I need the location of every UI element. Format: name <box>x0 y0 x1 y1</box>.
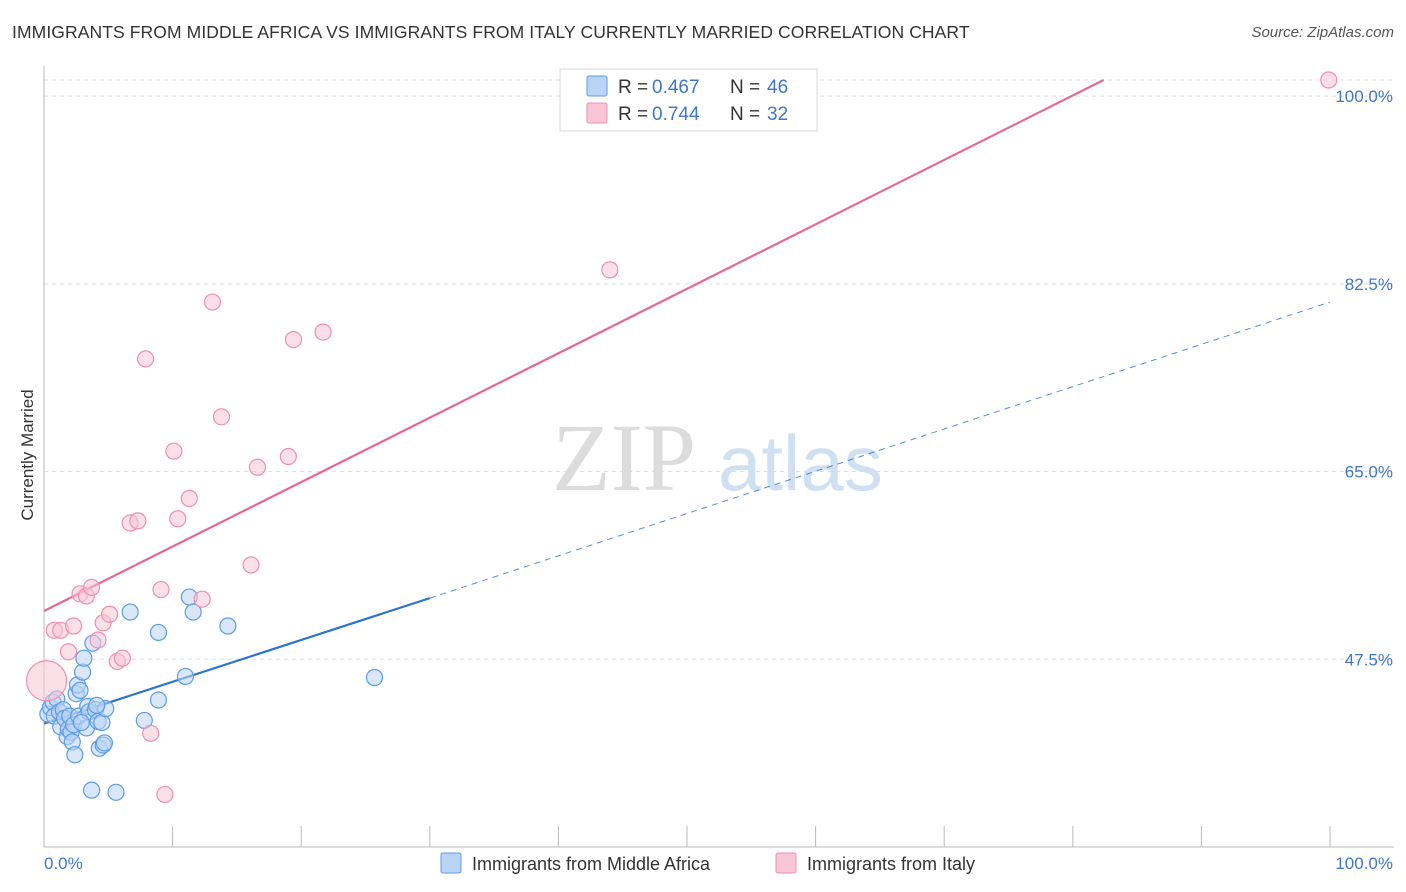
point-middle-africa <box>107 783 125 801</box>
point-middle-africa <box>95 734 114 752</box>
watermark-zip: ZIP <box>552 404 696 511</box>
point-middle-africa <box>72 713 90 732</box>
point-middle-africa <box>75 649 93 667</box>
y-tick-label: 65.0% <box>1345 463 1393 482</box>
point-middle-africa <box>82 781 101 799</box>
trend-line-italy <box>43 79 1105 612</box>
chart-title: IMMIGRANTS FROM MIDDLE AFRICA VS IMMIGRA… <box>12 22 970 42</box>
point-italy <box>242 556 260 574</box>
point-italy <box>284 331 303 349</box>
trend-lines <box>43 79 1331 725</box>
watermark-atlas: atlas <box>718 419 883 507</box>
x-tick-label: 0.0% <box>44 854 83 873</box>
point-italy <box>142 724 160 742</box>
point-italy <box>156 785 174 804</box>
legend-swatch-blue <box>586 75 608 97</box>
legend-r-value-1: 0.467 <box>652 77 700 98</box>
point-italy <box>25 660 68 702</box>
data-points <box>25 71 1338 804</box>
point-italy <box>136 350 155 368</box>
point-italy <box>113 649 132 667</box>
point-italy <box>193 590 211 608</box>
point-italy <box>279 447 297 466</box>
point-italy <box>89 631 107 649</box>
point-italy <box>152 580 170 599</box>
legend-r-value-2: 0.744 <box>652 104 700 125</box>
point-italy <box>1320 71 1338 89</box>
point-italy <box>212 408 231 426</box>
point-middle-africa <box>88 696 106 715</box>
y-tick-label: 47.5% <box>1345 650 1393 669</box>
legend-n-value-1: 46 <box>767 77 788 98</box>
legend-n-value-2: 32 <box>767 104 788 125</box>
legend-n-label-1: N = <box>730 77 760 98</box>
legend-r-label-1: R = <box>618 77 648 98</box>
source-label: Source: ZipAtlas.com <box>1251 24 1394 41</box>
point-italy <box>203 293 222 311</box>
point-middle-africa <box>365 668 384 687</box>
point-italy <box>82 578 101 597</box>
tick-labels: 47.5% 65.0% 82.5% 100.0% 0.0% 100.0% <box>44 87 1393 873</box>
point-middle-africa <box>121 603 139 621</box>
point-middle-africa <box>149 623 168 642</box>
axes <box>43 66 1394 848</box>
point-italy <box>601 261 619 279</box>
point-italy <box>100 605 119 623</box>
point-middle-africa <box>176 667 195 686</box>
point-middle-africa <box>71 681 89 699</box>
bottom-legend-label-pink: Immigrants from Italy <box>807 854 975 874</box>
bottom-legend-swatch-pink <box>775 852 797 874</box>
point-italy <box>248 458 267 476</box>
bottom-legend-label-blue: Immigrants from Middle Africa <box>472 854 711 874</box>
point-italy <box>180 489 198 507</box>
point-italy <box>314 323 332 341</box>
point-italy <box>64 617 83 635</box>
y-tick-label: 82.5% <box>1345 275 1393 294</box>
trend-line-middle-africa-extension <box>429 301 1331 599</box>
legend-r-label-2: R = <box>618 104 648 125</box>
point-middle-africa <box>184 603 202 621</box>
point-italy <box>129 512 147 530</box>
point-middle-africa <box>66 746 84 764</box>
x-tick-label: 100.0% <box>1335 854 1393 873</box>
point-middle-africa <box>149 691 168 709</box>
legend-n-label-2: N = <box>730 104 760 125</box>
legend-swatch-pink <box>586 102 608 124</box>
y-tick-label: 100.0% <box>1335 87 1393 106</box>
gridlines <box>44 79 1394 660</box>
bottom-legend-swatch-blue <box>440 852 462 874</box>
point-italy <box>59 643 78 661</box>
bottom-legend: Immigrants from Middle Africa Immigrants… <box>440 852 975 874</box>
point-middle-africa <box>219 617 237 635</box>
point-italy <box>169 510 187 528</box>
legend: R = 0.467 N = 46 R = 0.744 N = 32 <box>559 68 818 132</box>
y-axis-label: Currently Married <box>18 389 37 520</box>
point-italy <box>165 442 183 460</box>
